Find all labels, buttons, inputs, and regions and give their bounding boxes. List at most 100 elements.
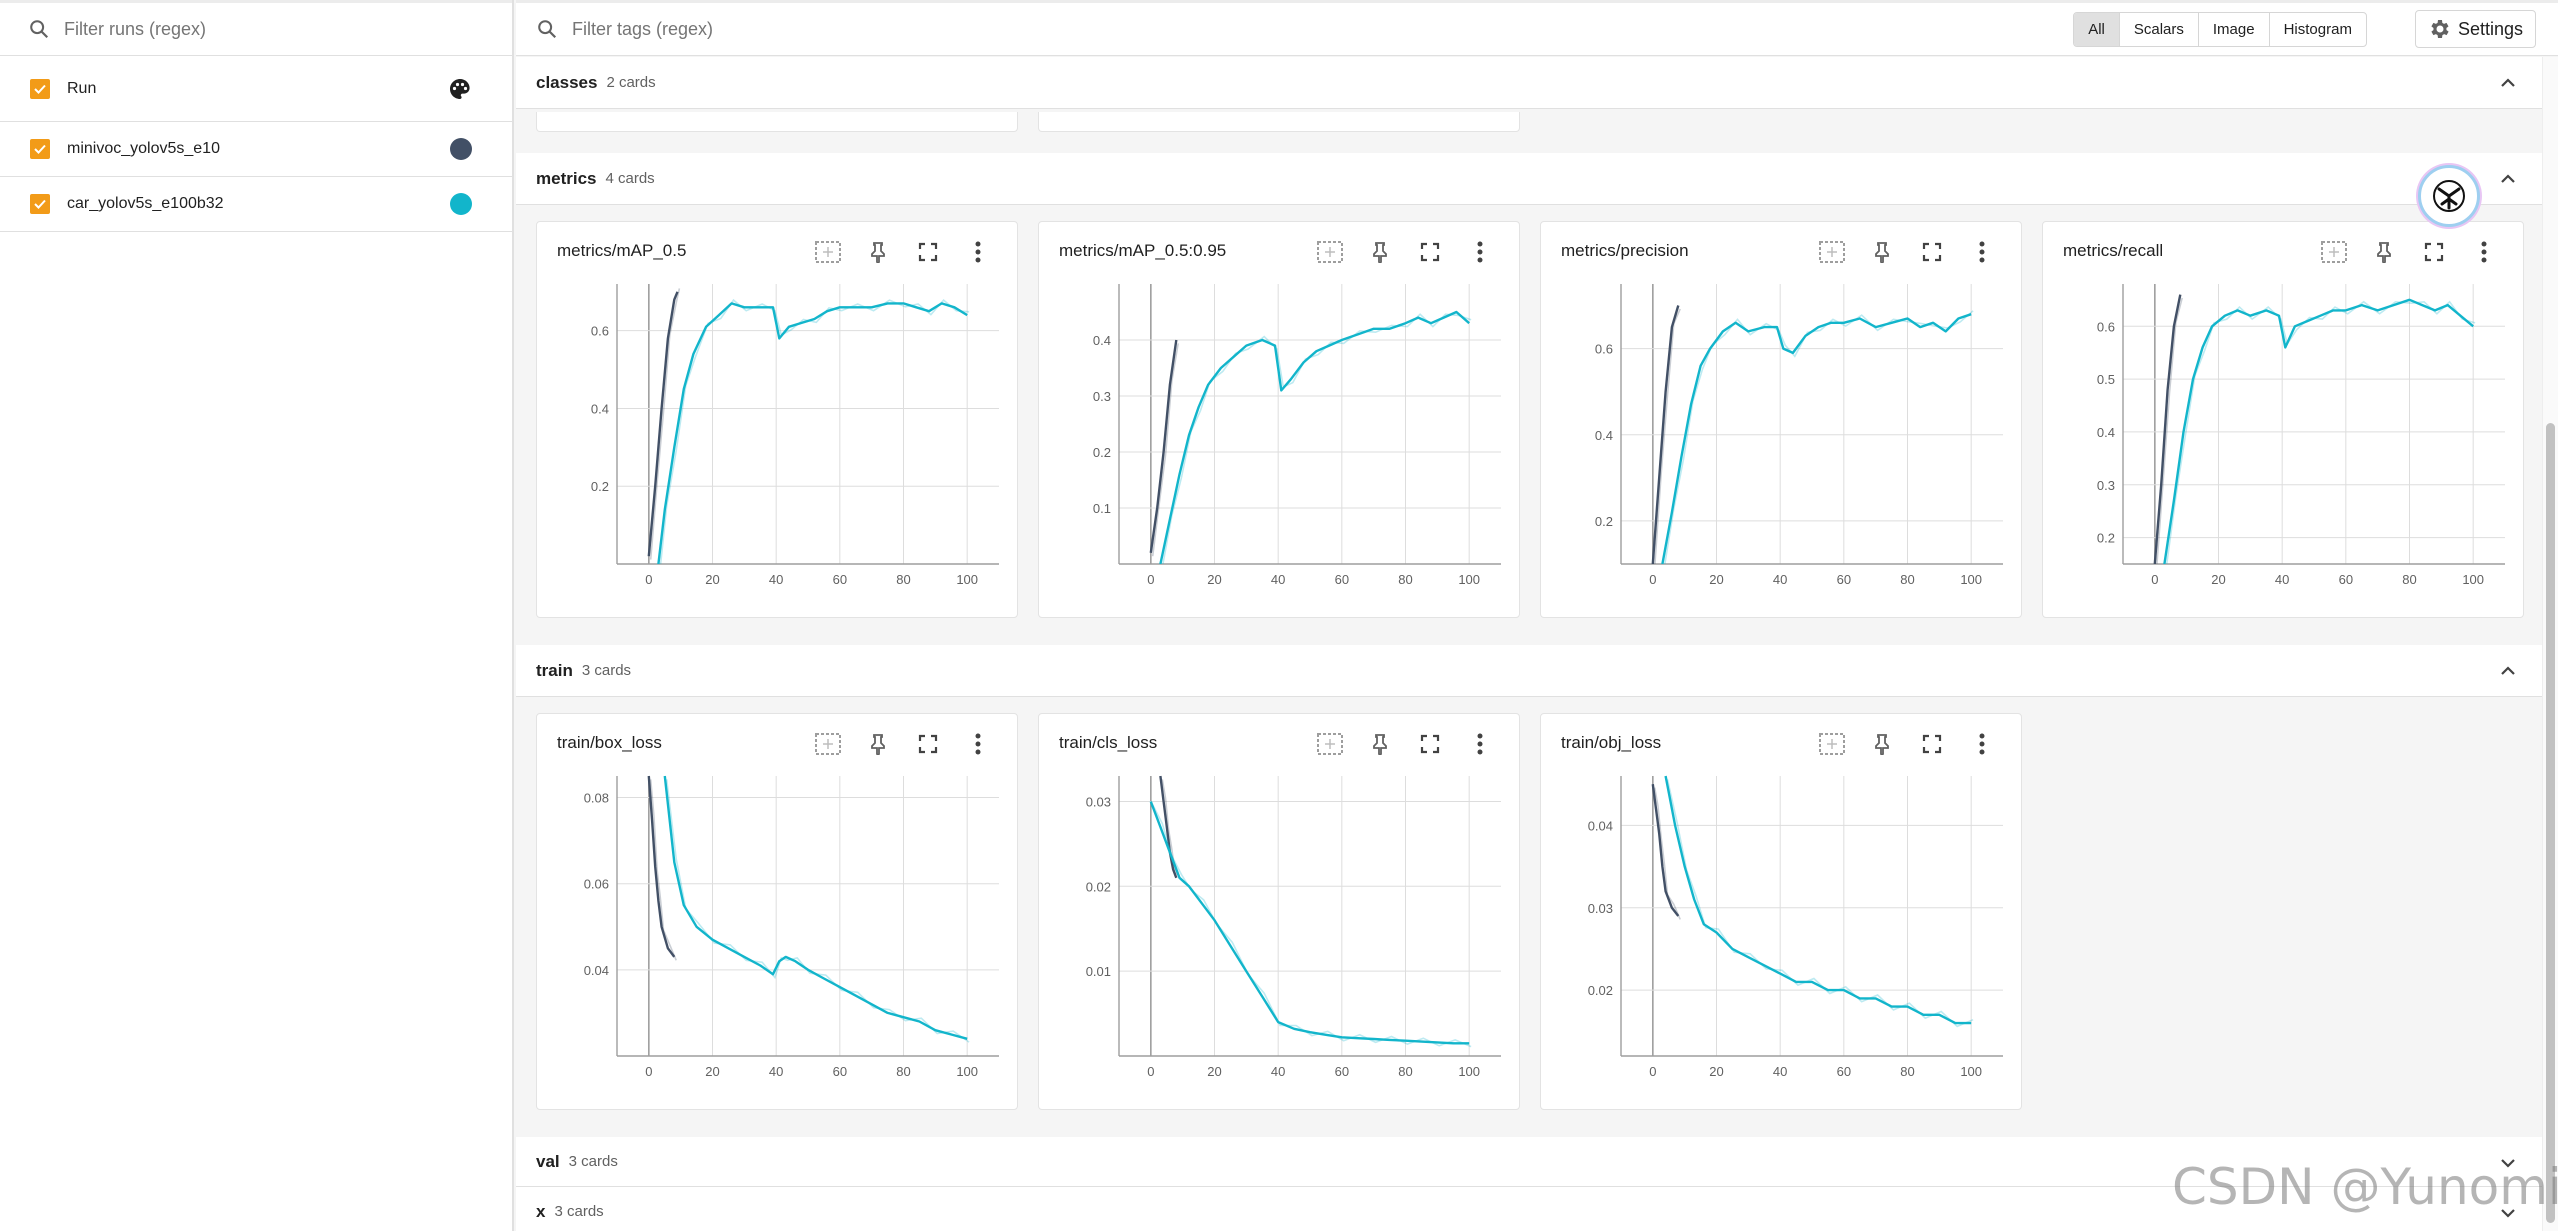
runs-header-row: Run [0, 56, 512, 122]
more-vert-icon[interactable] [1957, 727, 2007, 761]
x-tick-label: 20 [1709, 1064, 1723, 1079]
y-tick-label: 0.08 [584, 791, 609, 806]
x-tick-label: 20 [705, 572, 719, 587]
x-tick-label: 100 [1960, 572, 1982, 587]
x-tick-label: 80 [896, 1064, 910, 1079]
pin-icon[interactable] [1355, 727, 1405, 761]
pin-icon[interactable] [853, 235, 903, 269]
more-vert-icon[interactable] [1957, 235, 2007, 269]
type-scalars-button[interactable]: Scalars [2118, 12, 2198, 46]
series-line [657, 302, 968, 564]
pin-icon[interactable] [1857, 727, 1907, 761]
run-color-swatch[interactable] [450, 138, 472, 160]
series-line [2153, 294, 2182, 564]
more-vert-icon[interactable] [1455, 727, 1505, 761]
y-tick-label: 0.4 [1093, 333, 1111, 348]
x-tick-label: 0 [1147, 1064, 1154, 1079]
settings-button[interactable]: Settings [2414, 10, 2536, 48]
fullscreen-icon[interactable] [1907, 235, 1957, 269]
type-image-button[interactable]: Image [2197, 12, 2269, 46]
fullscreen-icon[interactable] [903, 727, 953, 761]
more-vert-icon[interactable] [953, 727, 1003, 761]
series-raw-line [1666, 779, 1974, 1028]
group-card-count: 3 cards [568, 1153, 618, 1170]
line-chart[interactable]: 0 20 40 60 80 100 0.04 0.06 0.08 [537, 764, 1019, 1104]
pin-icon[interactable] [1857, 235, 1907, 269]
fullscreen-icon[interactable] [1907, 727, 1957, 761]
main-scrollbar[interactable] [2542, 57, 2558, 1231]
more-vert-icon[interactable] [953, 235, 1003, 269]
fullscreen-icon[interactable] [903, 235, 953, 269]
fit-domain-icon[interactable] [803, 235, 853, 269]
y-tick-label: 0.03 [1588, 901, 1613, 916]
type-all-button[interactable]: All [2074, 12, 2119, 46]
assistant-floating-button[interactable] [2418, 165, 2480, 227]
group-card-count: 3 cards [581, 662, 632, 679]
plugin-type-toggle: All Scalars Image Histogram [2073, 11, 2367, 47]
card-title: metrics/mAP_0.5:0.95 [1059, 241, 1227, 260]
fullscreen-icon[interactable] [2409, 235, 2459, 269]
select-all-checkbox[interactable] [30, 78, 50, 99]
fit-domain-icon[interactable] [803, 727, 853, 761]
x-tick-label: 20 [2211, 572, 2225, 587]
tag-filter-input[interactable] [572, 18, 972, 40]
fit-domain-icon[interactable] [1807, 235, 1857, 269]
pin-icon[interactable] [1355, 235, 1405, 269]
more-vert-icon[interactable] [2459, 235, 2509, 269]
line-chart[interactable]: 0 20 40 60 80 100 0.02 0.03 0.04 [1541, 764, 2023, 1104]
card-title: train/box_loss [557, 733, 662, 752]
group-header-metrics[interactable]: metrics 4 cards [516, 153, 2542, 205]
chevron-up-icon[interactable] [2496, 71, 2520, 95]
line-chart[interactable]: 0 20 40 60 80 100 0.2 0.4 0.6 [537, 272, 1019, 612]
fit-domain-icon[interactable] [2309, 235, 2359, 269]
run-color-swatch[interactable] [450, 193, 472, 215]
x-tick-label: 0 [645, 572, 652, 587]
x-tick-label: 60 [833, 572, 847, 587]
scrollbar-thumb[interactable] [2546, 423, 2555, 1223]
x-tick-label: 0 [2151, 572, 2158, 587]
line-chart[interactable]: 0 20 40 60 80 100 0.2 0.4 0.6 [1541, 272, 2023, 612]
y-tick-label: 0.2 [2097, 531, 2115, 546]
y-tick-label: 0.03 [1086, 794, 1111, 809]
run-filter-input[interactable] [64, 18, 464, 40]
chevron-up-icon[interactable] [2496, 659, 2520, 683]
fullscreen-icon[interactable] [1405, 235, 1455, 269]
run-checkbox[interactable] [30, 194, 50, 214]
runs-header-label: Run [67, 79, 97, 97]
group-header-classes[interactable]: classes 2 cards [516, 57, 2542, 109]
series-line [1149, 339, 1178, 553]
run-checkbox[interactable] [30, 139, 50, 159]
fit-domain-icon[interactable] [1807, 727, 1857, 761]
chevron-down-icon[interactable] [2496, 1151, 2520, 1175]
group-name: train [536, 660, 573, 680]
run-row[interactable]: minivoc_yolov5s_e10 [0, 122, 512, 177]
group-card-count: 2 cards [606, 74, 656, 91]
chevron-up-icon[interactable] [2496, 167, 2520, 191]
x-tick-label: 80 [2402, 572, 2416, 587]
card-grid: classes 2 cards metrics 4 cards train 3 … [516, 57, 2542, 1231]
series-raw-line [649, 779, 677, 961]
group-header-x[interactable]: x 3 cards [516, 1187, 2542, 1231]
line-chart[interactable]: 0 20 40 60 80 100 0.1 0.2 0.3 0.4 [1039, 272, 1521, 612]
group-name: x [536, 1201, 546, 1221]
fit-domain-icon[interactable] [1305, 727, 1355, 761]
scalar-card: metrics/precision 0 20 40 60 80 100 0.2 0.4 0.6 [1540, 221, 2022, 618]
series-line [1149, 801, 1470, 1045]
series-raw-line [1654, 308, 1681, 564]
line-chart[interactable]: 0 20 40 60 80 100 0.2 0.3 0.4 0.5 0.6 [2043, 272, 2525, 612]
type-histogram-button[interactable]: Histogram [2268, 12, 2366, 46]
fullscreen-icon[interactable] [1405, 727, 1455, 761]
more-vert-icon[interactable] [1455, 235, 1505, 269]
run-row[interactable]: car_yolov5s_e100b32 [0, 177, 512, 232]
palette-icon[interactable] [448, 77, 472, 101]
line-chart[interactable]: 0 20 40 60 80 100 0.01 0.02 0.03 [1039, 764, 1521, 1104]
pin-icon[interactable] [853, 727, 903, 761]
group-header-train[interactable]: train 3 cards [516, 645, 2542, 697]
y-tick-label: 0.6 [1595, 342, 1613, 357]
x-tick-label: 0 [645, 1064, 652, 1079]
pin-icon[interactable] [2359, 235, 2409, 269]
fit-domain-icon[interactable] [1305, 235, 1355, 269]
series-raw-line [1653, 787, 1681, 920]
group-header-val[interactable]: val 3 cards [516, 1137, 2542, 1187]
chevron-down-icon[interactable] [2496, 1201, 2520, 1225]
